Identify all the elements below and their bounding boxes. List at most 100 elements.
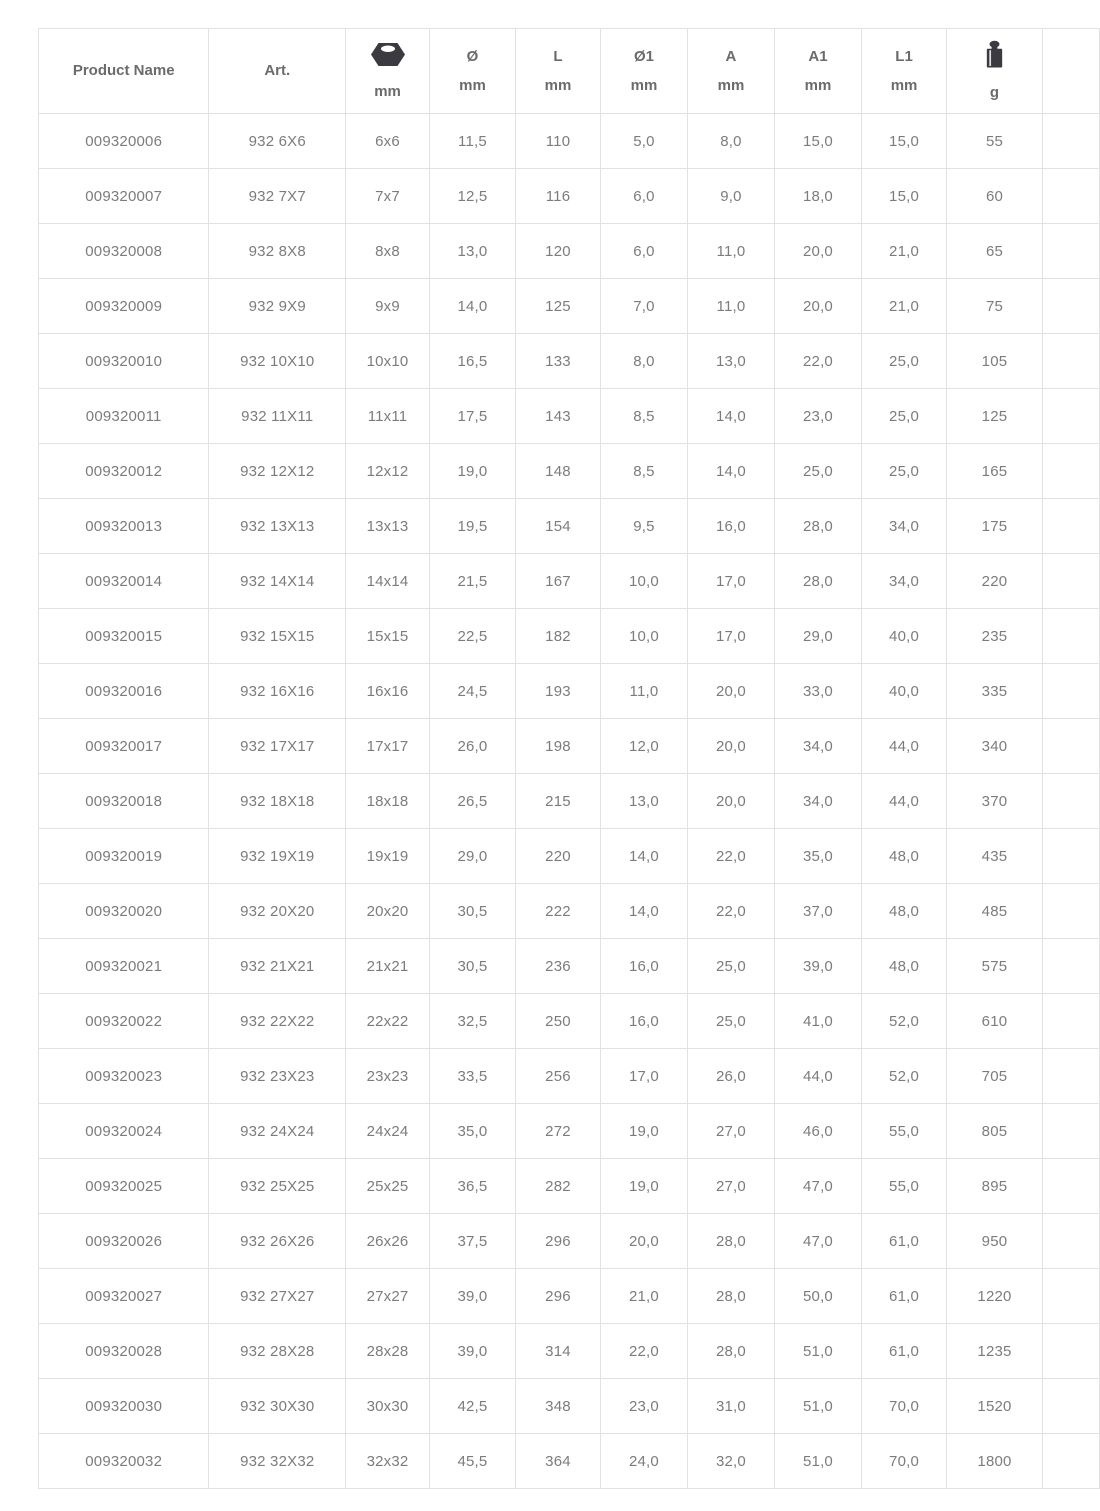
table-row: 009320006 932 6X6 6x6 11,5 110 5,0 8,0 15,0 15,0… — [37, 113, 1100, 169]
table-row: 009320026 932 26X26 26x26 37,5 296 20,0 28,0 47… — [37, 1213, 1100, 1269]
cell-length: 272 — [515, 1103, 601, 1159]
cell-product-name: 009320025 — [37, 1158, 210, 1214]
cell-art: 932 8X8 — [208, 223, 347, 279]
cell-a1: 28,0 — [773, 553, 863, 609]
cell-wrench-size: 11x11 — [345, 388, 430, 444]
cell-l1: 52,0 — [860, 1048, 948, 1104]
table-row: 009320025 932 25X25 25x25 36,5 282 19,0 27,0 47… — [37, 1158, 1100, 1214]
cell-diameter: 26,5 — [428, 773, 517, 829]
cell-wrench-size: 13x13 — [345, 498, 430, 554]
cell-l1: 61,0 — [860, 1213, 948, 1269]
column-unit: mm — [804, 76, 832, 94]
cell-wrench-size: 15x15 — [345, 608, 430, 664]
cell-product-name: 009320011 — [37, 388, 210, 444]
table-row: 009320011 932 11X11 11x11 17,5 143 8,5 14,0 23,… — [37, 388, 1100, 444]
cell-diameter1: 11,0 — [599, 663, 688, 719]
cell-diameter: 36,5 — [428, 1158, 517, 1214]
table-row: 009320014 932 14X14 14x14 21,5 167 10,0 17,0 28… — [37, 553, 1100, 609]
cell-product-name: 009320014 — [37, 553, 210, 609]
cell-spacer — [1041, 663, 1100, 719]
column-header-art: Art. — [208, 28, 347, 114]
cell-l1: 48,0 — [860, 883, 948, 939]
cell-a: 27,0 — [686, 1158, 775, 1214]
column-unit: mm — [459, 76, 486, 94]
cell-l1: 70,0 — [860, 1378, 948, 1434]
cell-product-name: 009320018 — [37, 773, 210, 829]
cell-wrench-size: 24x24 — [345, 1103, 430, 1159]
cell-diameter: 14,0 — [428, 278, 517, 334]
cell-weight: 340 — [946, 718, 1043, 774]
cell-spacer — [1041, 113, 1100, 169]
cell-spacer — [1041, 333, 1100, 389]
cell-a: 11,0 — [686, 223, 775, 279]
cell-l1: 55,0 — [860, 1103, 948, 1159]
cell-weight: 60 — [946, 168, 1043, 224]
cell-wrench-size: 32x32 — [345, 1433, 430, 1489]
cell-l1: 21,0 — [860, 278, 948, 334]
cell-product-name: 009320021 — [37, 938, 210, 994]
cell-weight: 1520 — [946, 1378, 1043, 1434]
cell-length: 116 — [515, 168, 601, 224]
table-row: 009320015 932 15X15 15x15 22,5 182 10,0 17,0 29… — [37, 608, 1100, 664]
column-unit: mm — [374, 83, 401, 100]
cell-art: 932 11X11 — [208, 388, 347, 444]
cell-wrench-size: 23x23 — [345, 1048, 430, 1104]
cell-art: 932 28X28 — [208, 1323, 347, 1379]
cell-length: 193 — [515, 663, 601, 719]
cell-art: 932 17X17 — [208, 718, 347, 774]
cell-a1: 41,0 — [773, 993, 863, 1049]
cell-spacer — [1041, 1378, 1100, 1434]
column-label: Product Name — [72, 62, 175, 79]
cell-diameter1: 19,0 — [599, 1103, 688, 1159]
cell-a: 14,0 — [686, 443, 775, 499]
cell-a1: 47,0 — [773, 1158, 863, 1214]
cell-spacer — [1041, 443, 1100, 499]
cell-length: 182 — [515, 608, 601, 664]
cell-a1: 25,0 — [773, 443, 863, 499]
cell-product-name: 009320024 — [37, 1103, 210, 1159]
cell-diameter: 24,5 — [428, 663, 517, 719]
cell-a: 20,0 — [686, 663, 775, 719]
cell-a: 26,0 — [686, 1048, 775, 1104]
column-label: Art. — [264, 62, 291, 79]
cell-a: 16,0 — [686, 498, 775, 554]
cell-weight: 105 — [946, 333, 1043, 389]
cell-diameter: 37,5 — [428, 1213, 517, 1269]
cell-art: 932 26X26 — [208, 1213, 347, 1269]
cell-length: 296 — [515, 1213, 601, 1269]
cell-product-name: 009320012 — [37, 443, 210, 499]
cell-art: 932 20X20 — [208, 883, 347, 939]
cell-art: 932 27X27 — [208, 1268, 347, 1324]
cell-art: 932 21X21 — [208, 938, 347, 994]
cell-product-name: 009320026 — [37, 1213, 210, 1269]
table-row: 009320012 932 12X12 12x12 19,0 148 8,5 14,0 25,… — [37, 443, 1100, 499]
cell-length: 120 — [515, 223, 601, 279]
cell-l1: 21,0 — [860, 223, 948, 279]
cell-length: 364 — [515, 1433, 601, 1489]
cell-spacer — [1041, 388, 1100, 444]
cell-weight: 895 — [946, 1158, 1043, 1214]
cell-art: 932 32X32 — [208, 1433, 347, 1489]
table-row: 009320028 932 28X28 28x28 39,0 314 22,0 28,0 51… — [37, 1323, 1100, 1379]
cell-weight: 485 — [946, 883, 1043, 939]
cell-weight: 705 — [946, 1048, 1043, 1104]
cell-diameter: 19,5 — [428, 498, 517, 554]
cell-product-name: 009320006 — [37, 113, 210, 169]
cell-diameter: 45,5 — [428, 1433, 517, 1489]
cell-art: 932 18X18 — [208, 773, 347, 829]
cell-a: 8,0 — [686, 113, 775, 169]
cell-diameter: 29,0 — [428, 828, 517, 884]
cell-wrench-size: 12x12 — [345, 443, 430, 499]
cell-wrench-size: 9x9 — [345, 278, 430, 334]
cell-l1: 25,0 — [860, 388, 948, 444]
table-row: 009320008 932 8X8 8x8 13,0 120 6,0 11,0 20,0 21,… — [37, 223, 1100, 279]
cell-length: 154 — [515, 498, 601, 554]
cell-product-name: 009320020 — [37, 883, 210, 939]
cell-a: 28,0 — [686, 1323, 775, 1379]
cell-a: 28,0 — [686, 1268, 775, 1324]
cell-spacer — [1041, 168, 1100, 224]
cell-weight: 805 — [946, 1103, 1043, 1159]
column-header-diameter1: Ø1 mm — [599, 28, 688, 114]
cell-spacer — [1041, 1158, 1100, 1214]
